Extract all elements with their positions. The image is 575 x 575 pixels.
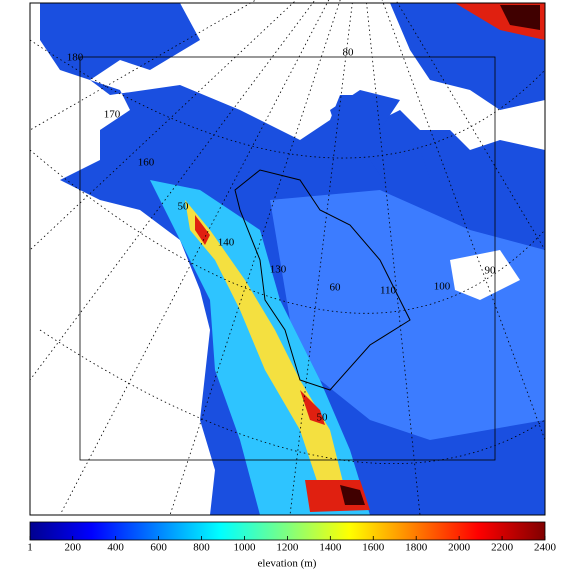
colorbar-tick-label: 2200 — [491, 542, 514, 554]
colorbar-tick-label: 200 — [64, 542, 81, 554]
colorbar-tick-label: 2000 — [448, 542, 471, 554]
graticule-label: 60 — [330, 282, 342, 294]
graticule-label: 130 — [270, 264, 287, 276]
colorbar-tick-label: 2400 — [534, 542, 557, 554]
graticule-label: 160 — [138, 157, 155, 169]
land — [330, 90, 430, 190]
colorbar-label: elevation (m) — [258, 558, 317, 570]
graticule-label: 170 — [104, 109, 121, 121]
colorbar-tick-label: 600 — [150, 542, 167, 554]
colorbar-tick-label: 1800 — [405, 542, 428, 554]
graticule-label: 110 — [380, 285, 397, 297]
map-area — [40, 3, 545, 515]
graticule-label: 180 — [67, 52, 84, 64]
graticule-label: 50 — [317, 412, 329, 424]
colorbar-tick-label: 1000 — [233, 542, 256, 554]
water — [450, 250, 520, 300]
colorbar-tick-label: 800 — [193, 542, 210, 554]
colorbar-tick-label: 1200 — [276, 542, 299, 554]
map-frame — [29, 2, 546, 516]
high-mountains — [185, 200, 345, 490]
border — [234, 169, 411, 391]
graticule-label: 100 — [434, 281, 451, 293]
colorbar-tick-label: 400 — [107, 542, 124, 554]
colorbar-tick-label: 1600 — [362, 542, 385, 554]
colorbar-tick-label: 1400 — [319, 542, 342, 554]
graticule-label: 80 — [343, 47, 355, 59]
graticule-label: 50 — [178, 201, 190, 213]
graticule-label: 140 — [218, 237, 235, 249]
colorbar-tick-label: 1 — [27, 542, 33, 554]
graticule — [29, 0, 546, 516]
inner-domain — [79, 56, 496, 461]
graticule-label: 90 — [485, 265, 497, 277]
